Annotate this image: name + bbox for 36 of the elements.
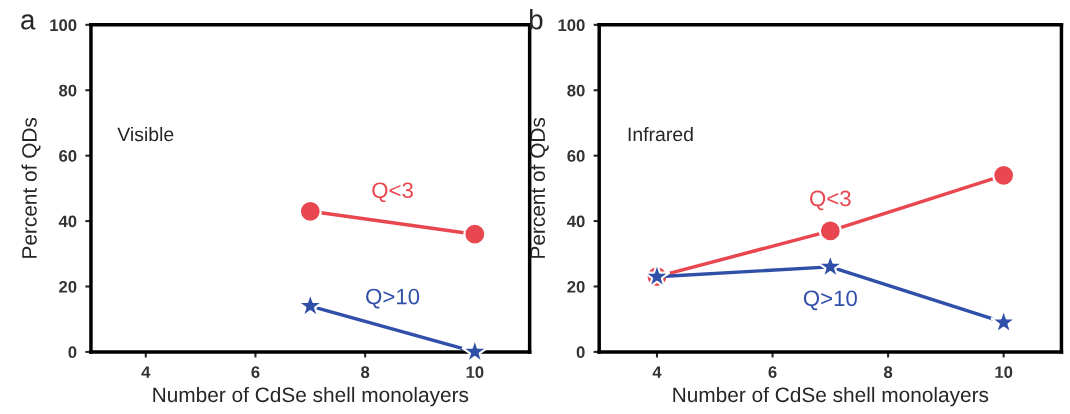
- y-tick-label: 60: [59, 150, 77, 162]
- y-tick-label: 100: [50, 19, 77, 32]
- point: [298, 199, 322, 223]
- y-tick-label: 20: [59, 280, 77, 293]
- x-tick-label: 4: [141, 366, 151, 378]
- annotation: Infrared: [628, 126, 693, 142]
- y-tick-label: 0: [576, 346, 585, 359]
- y-tick-label: 40: [58, 215, 77, 228]
- point: [818, 219, 842, 243]
- y-tick-label: 80: [567, 84, 585, 97]
- y-tick-label: 0: [68, 346, 77, 359]
- x-tick-label: 6: [251, 366, 260, 379]
- series-label: Q>10: [366, 288, 420, 309]
- chart-title: a: [21, 14, 36, 30]
- point: [463, 222, 487, 246]
- y-tick-label: 40: [567, 215, 585, 228]
- x-tick-label: 8: [361, 366, 370, 379]
- y-tick-label: 80: [59, 84, 77, 97]
- x-axis-title: Number of CdSe shell monolayers: [673, 386, 989, 407]
- series-label: Q<3: [372, 182, 413, 203]
- series-label: Q<3: [810, 190, 851, 211]
- chart-title: b: [529, 9, 543, 30]
- point: [992, 163, 1016, 187]
- x-tick-label: 8: [883, 366, 893, 379]
- x-tick-label: 4: [652, 366, 662, 378]
- y-tick-label: 20: [567, 280, 585, 293]
- annotation: Visible: [117, 126, 174, 142]
- y-axis-title: Percent of QDs: [529, 117, 549, 258]
- series-label: Q>10: [803, 290, 857, 311]
- y-tick-label: 100: [558, 19, 585, 32]
- x-tick-label: 10: [995, 366, 1013, 379]
- x-axis-title: Number of CdSe shell monolayers: [153, 386, 469, 407]
- y-tick-label: 60: [567, 150, 585, 162]
- x-tick-label: 10: [466, 366, 484, 379]
- y-axis-title: Percent of QDs: [21, 117, 41, 258]
- x-tick-label: 6: [768, 366, 777, 379]
